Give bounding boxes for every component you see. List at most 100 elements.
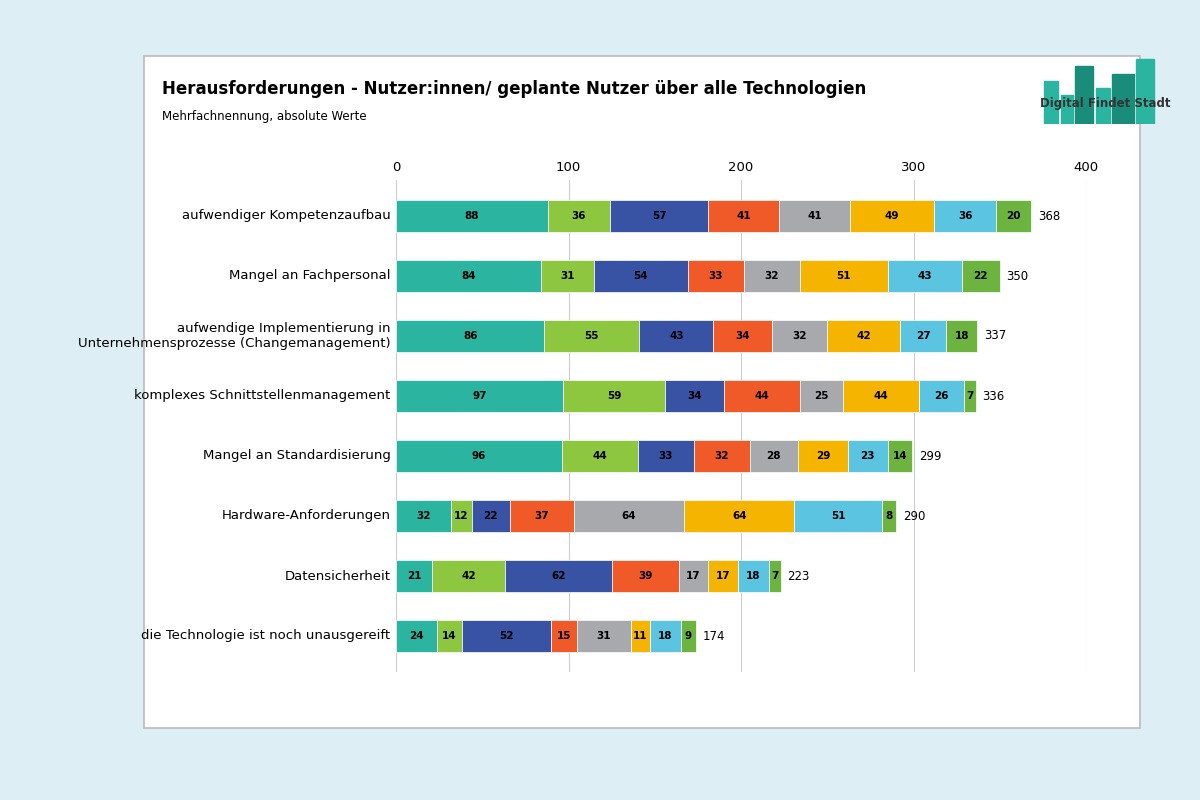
- Text: 31: 31: [596, 631, 611, 641]
- Bar: [919, 380, 964, 411]
- Bar: [432, 560, 505, 592]
- Text: 9: 9: [685, 631, 692, 641]
- Bar: [562, 440, 637, 471]
- Bar: [637, 440, 695, 471]
- Bar: [996, 200, 1031, 231]
- Bar: [396, 320, 545, 351]
- Text: 59: 59: [607, 391, 622, 401]
- Bar: [396, 380, 563, 411]
- Text: 51: 51: [832, 511, 846, 521]
- Bar: [964, 380, 976, 411]
- Bar: [649, 621, 680, 651]
- Text: 64: 64: [732, 511, 746, 521]
- Text: 24: 24: [409, 631, 424, 641]
- Text: 64: 64: [622, 511, 636, 521]
- Bar: [472, 501, 510, 532]
- Bar: [772, 320, 827, 351]
- Bar: [799, 261, 888, 291]
- Bar: [688, 261, 744, 291]
- Text: 36: 36: [571, 211, 586, 221]
- Text: 49: 49: [884, 211, 899, 221]
- Text: 32: 32: [764, 271, 779, 281]
- Bar: [396, 560, 432, 592]
- Text: Mehrfachnennung, absolute Werte: Mehrfachnennung, absolute Werte: [162, 110, 367, 123]
- Bar: [547, 200, 610, 231]
- Bar: [1096, 88, 1110, 124]
- Bar: [827, 320, 900, 351]
- Text: 12: 12: [455, 511, 469, 521]
- Text: 11: 11: [632, 631, 647, 641]
- Text: 18: 18: [746, 571, 761, 581]
- Bar: [541, 261, 594, 291]
- Text: 34: 34: [736, 331, 750, 341]
- Text: 97: 97: [473, 391, 487, 401]
- Bar: [888, 261, 962, 291]
- Text: 41: 41: [808, 211, 822, 221]
- Text: 33: 33: [659, 451, 673, 461]
- Text: 17: 17: [686, 571, 701, 581]
- Text: 18: 18: [954, 331, 970, 341]
- Text: 96: 96: [472, 451, 486, 461]
- Text: 28: 28: [767, 451, 781, 461]
- Bar: [779, 200, 850, 231]
- Text: 31: 31: [560, 271, 575, 281]
- Text: 14: 14: [893, 451, 907, 461]
- Bar: [708, 560, 738, 592]
- Text: 22: 22: [484, 511, 498, 521]
- Text: 25: 25: [814, 391, 828, 401]
- Text: 21: 21: [407, 571, 421, 581]
- Bar: [962, 261, 1000, 291]
- Text: 43: 43: [918, 271, 932, 281]
- Text: 26: 26: [934, 391, 948, 401]
- Text: 27: 27: [916, 331, 930, 341]
- Text: 84: 84: [461, 271, 475, 281]
- Text: 336: 336: [983, 390, 1004, 402]
- Text: 44: 44: [592, 451, 607, 461]
- Bar: [799, 380, 842, 411]
- Text: 57: 57: [652, 211, 666, 221]
- Text: 15: 15: [557, 631, 571, 641]
- Text: 337: 337: [984, 330, 1007, 342]
- Bar: [396, 501, 451, 532]
- Bar: [935, 200, 996, 231]
- Text: 32: 32: [416, 511, 431, 521]
- Bar: [462, 621, 551, 651]
- Text: 223: 223: [787, 570, 810, 582]
- Bar: [563, 380, 665, 411]
- Bar: [437, 621, 462, 651]
- Text: 39: 39: [638, 571, 653, 581]
- Bar: [577, 621, 631, 651]
- Text: 32: 32: [792, 331, 806, 341]
- Bar: [396, 440, 562, 471]
- Text: 62: 62: [551, 571, 565, 581]
- Bar: [610, 200, 708, 231]
- Bar: [1044, 81, 1058, 124]
- Text: Herausforderungen - Nutzer:innen/ geplante Nutzer über alle Technologien: Herausforderungen - Nutzer:innen/ geplan…: [162, 80, 866, 98]
- Bar: [900, 320, 947, 351]
- Bar: [680, 621, 696, 651]
- Bar: [665, 380, 724, 411]
- Text: 52: 52: [499, 631, 514, 641]
- Bar: [1136, 59, 1154, 124]
- Text: Digital Findet Stadt: Digital Findet Stadt: [1039, 98, 1170, 110]
- Text: 7: 7: [966, 391, 973, 401]
- Text: 51: 51: [836, 271, 851, 281]
- Bar: [594, 261, 688, 291]
- Bar: [882, 501, 896, 532]
- Text: 17: 17: [715, 571, 730, 581]
- Bar: [510, 501, 574, 532]
- Text: 34: 34: [688, 391, 702, 401]
- Text: 36: 36: [958, 211, 972, 221]
- Bar: [695, 440, 750, 471]
- Bar: [1112, 74, 1134, 124]
- Text: 174: 174: [703, 630, 726, 642]
- Bar: [612, 560, 679, 592]
- Bar: [738, 560, 768, 592]
- Text: 88: 88: [464, 211, 479, 221]
- Text: 44: 44: [874, 391, 888, 401]
- Text: 8: 8: [886, 511, 893, 521]
- Bar: [551, 621, 577, 651]
- Bar: [631, 621, 649, 651]
- Text: 32: 32: [715, 451, 730, 461]
- Bar: [545, 320, 640, 351]
